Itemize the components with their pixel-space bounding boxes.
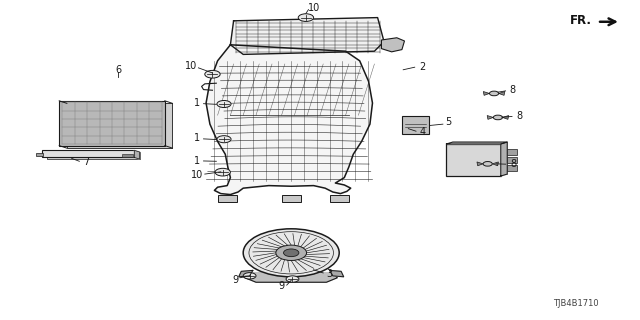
Polygon shape	[499, 92, 505, 95]
Circle shape	[493, 115, 502, 120]
Circle shape	[205, 70, 220, 78]
Bar	[47, 152, 140, 159]
Polygon shape	[502, 116, 509, 119]
Bar	[453, 142, 507, 174]
Bar	[42, 150, 134, 157]
Text: 10: 10	[307, 3, 320, 13]
Circle shape	[276, 245, 307, 260]
Polygon shape	[230, 18, 384, 54]
Bar	[282, 195, 301, 202]
Bar	[402, 116, 429, 134]
Polygon shape	[245, 273, 337, 282]
Circle shape	[490, 91, 499, 96]
Polygon shape	[381, 38, 404, 52]
Text: 7: 7	[83, 156, 90, 167]
Bar	[59, 101, 165, 146]
Polygon shape	[134, 150, 140, 159]
Text: 3: 3	[326, 268, 333, 279]
Bar	[122, 154, 133, 157]
Polygon shape	[492, 162, 499, 166]
Circle shape	[217, 100, 231, 108]
Text: 9: 9	[278, 281, 285, 292]
Circle shape	[286, 276, 299, 282]
Circle shape	[215, 168, 230, 176]
Circle shape	[243, 229, 339, 277]
Circle shape	[217, 136, 231, 143]
Polygon shape	[487, 116, 493, 119]
Text: 4: 4	[419, 127, 426, 137]
Circle shape	[284, 249, 299, 257]
Polygon shape	[447, 142, 507, 144]
Text: FR.: FR.	[570, 14, 591, 27]
Bar	[507, 157, 518, 163]
Text: 1: 1	[194, 156, 200, 166]
Bar	[507, 165, 518, 171]
Bar	[447, 144, 500, 176]
Text: 1: 1	[194, 98, 200, 108]
Bar	[36, 153, 43, 156]
Text: 10: 10	[184, 61, 197, 71]
Bar	[67, 103, 173, 148]
Polygon shape	[483, 92, 490, 95]
Bar	[218, 195, 237, 202]
Bar	[330, 195, 349, 202]
Circle shape	[483, 162, 492, 166]
Polygon shape	[206, 45, 372, 195]
Circle shape	[298, 14, 314, 21]
Text: TJB4B1710: TJB4B1710	[553, 299, 599, 308]
Text: 8: 8	[516, 111, 523, 121]
Text: 2: 2	[419, 61, 426, 72]
Text: 8: 8	[510, 159, 516, 169]
Polygon shape	[477, 162, 483, 166]
Polygon shape	[239, 270, 253, 277]
Text: 5: 5	[445, 117, 451, 127]
Text: 9: 9	[232, 275, 239, 285]
Circle shape	[243, 273, 256, 279]
Text: 1: 1	[194, 133, 200, 143]
Polygon shape	[500, 142, 507, 176]
Text: 6: 6	[115, 65, 122, 75]
Text: 8: 8	[509, 85, 515, 95]
Bar	[507, 149, 518, 155]
Polygon shape	[330, 270, 344, 277]
Text: 10: 10	[191, 170, 204, 180]
